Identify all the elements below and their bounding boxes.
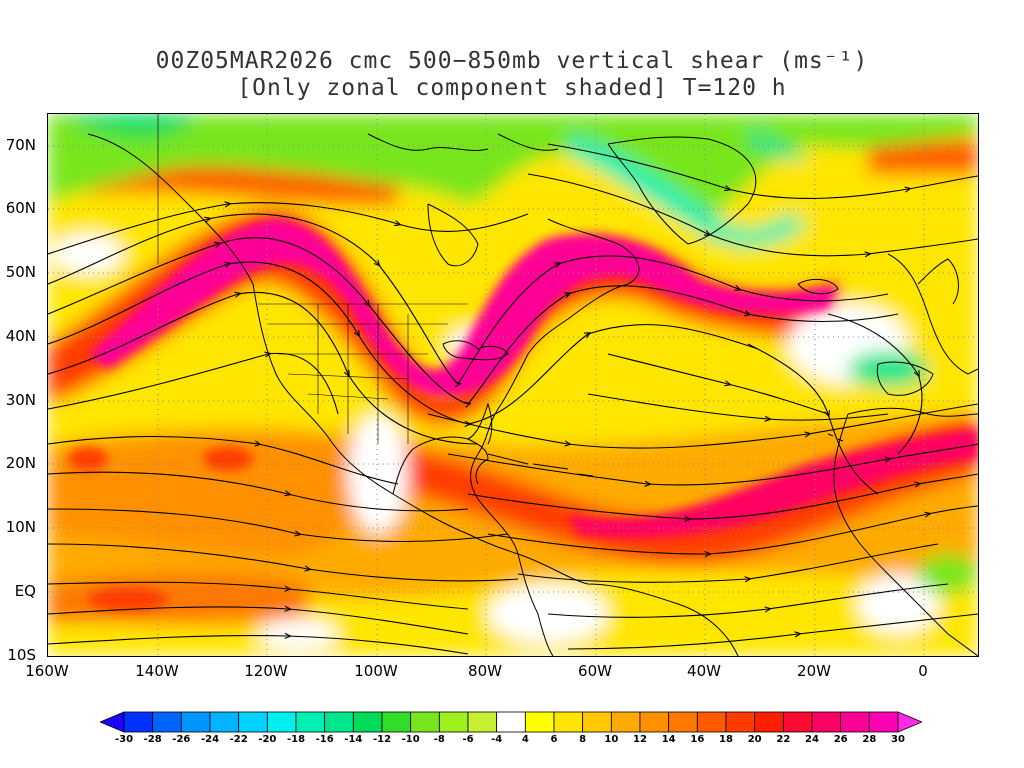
legend-tick-label: 4 <box>521 734 529 745</box>
legend-swatch <box>610 711 641 733</box>
legend-swatch <box>840 711 870 733</box>
lat-label-70n: 70N <box>5 136 36 154</box>
legend-tick-label: 14 <box>661 734 676 745</box>
legend-tick-label: -10 <box>401 734 420 745</box>
legend-tick-label: -18 <box>286 734 306 745</box>
legend-tick-label: -8 <box>433 734 445 745</box>
legend-tick-label: 6 <box>550 734 558 745</box>
legend-tick-label: -24 <box>200 734 220 745</box>
lat-label-eq: EQ <box>14 582 36 600</box>
legend-tick-label: 24 <box>805 734 819 745</box>
legend-tick-label: 16 <box>690 734 705 745</box>
legend-tick-label: -12 <box>372 734 392 745</box>
legend-swatch <box>696 711 727 733</box>
legend-swatch <box>295 711 326 733</box>
legend-swatch <box>524 711 555 733</box>
legend-swatch <box>725 711 756 733</box>
lat-label-20n: 20N <box>5 454 36 472</box>
legend-tick-label: -20 <box>258 734 277 745</box>
legend-swatch <box>381 711 412 733</box>
legend-swatch <box>668 711 698 733</box>
legend-swatch <box>123 711 154 733</box>
legend-tick-label: 10 <box>604 734 619 745</box>
legend-swatch <box>782 711 813 733</box>
legend-swatch <box>352 711 383 733</box>
legend-tick-label: 28 <box>862 734 877 745</box>
legend-tick-label: 8 <box>579 734 587 745</box>
lon-label-80w: 80W <box>468 662 502 680</box>
shear-shading <box>48 114 978 656</box>
shear-map <box>47 113 979 657</box>
legend-swatch <box>811 711 842 733</box>
legend-tick-label: 22 <box>776 734 791 745</box>
legend-swatch <box>553 711 584 733</box>
legend-tick-label: -28 <box>143 734 162 745</box>
lon-label-60w: 60W <box>578 662 612 680</box>
legend-swatch <box>868 711 899 733</box>
legend-swatch-right-arrow <box>897 711 922 733</box>
legend-swatch <box>238 711 268 733</box>
legend-swatch-left-arrow <box>100 711 125 733</box>
legend-tick-label: -6 <box>462 734 474 745</box>
lon-label-160w: 160W <box>25 662 69 680</box>
legend-tick-label: 18 <box>719 734 733 745</box>
lon-label-20w: 20W <box>797 662 831 680</box>
legend-tick-label: 30 <box>891 734 905 745</box>
chart-title-line2: [Only zonal component shaded] T=120 h <box>237 75 787 101</box>
lon-label-120w: 120W <box>244 662 288 680</box>
streamlines <box>48 143 978 655</box>
legend-swatch <box>639 711 670 733</box>
legend-swatch <box>467 711 498 733</box>
legend-tick-label: 26 <box>833 734 848 745</box>
legend-swatch <box>180 711 211 733</box>
legend-tick-label: -4 <box>491 734 503 745</box>
lat-label-10s: 10S <box>7 646 36 664</box>
legend-swatch <box>582 711 612 733</box>
legend-swatch <box>754 711 784 733</box>
legend-tick-label: 20 <box>747 734 762 745</box>
legend-swatch <box>324 711 354 733</box>
legend-tick-label: -16 <box>315 734 334 745</box>
legend-tick-label: -26 <box>172 734 191 745</box>
legend-swatch <box>438 711 469 733</box>
legend-tick-label: 12 <box>633 734 647 745</box>
lon-label-0: 0 <box>918 662 928 680</box>
lon-label-140w: 140W <box>135 662 179 680</box>
color-legend-bar <box>100 711 922 733</box>
legend-tick-label: -22 <box>229 734 248 745</box>
lat-label-10n: 10N <box>5 518 36 536</box>
legend-tick-label: -14 <box>344 734 363 745</box>
lat-label-50n: 50N <box>5 263 36 281</box>
lon-label-100w: 100W <box>354 662 398 680</box>
chart-title-line1: 00Z05MAR2026 cmc 500−850mb vertical shea… <box>155 48 869 74</box>
legend-swatch <box>266 711 297 733</box>
legend-swatch <box>410 711 440 733</box>
lat-label-30n: 30N <box>5 391 36 409</box>
lat-label-40n: 40N <box>5 327 36 345</box>
legend-swatch <box>496 711 526 733</box>
lon-label-40w: 40W <box>687 662 721 680</box>
legend-swatch <box>152 711 182 733</box>
legend-tick-label: -30 <box>114 734 134 745</box>
lat-label-60n: 60N <box>5 199 36 217</box>
legend-swatch <box>209 711 240 733</box>
